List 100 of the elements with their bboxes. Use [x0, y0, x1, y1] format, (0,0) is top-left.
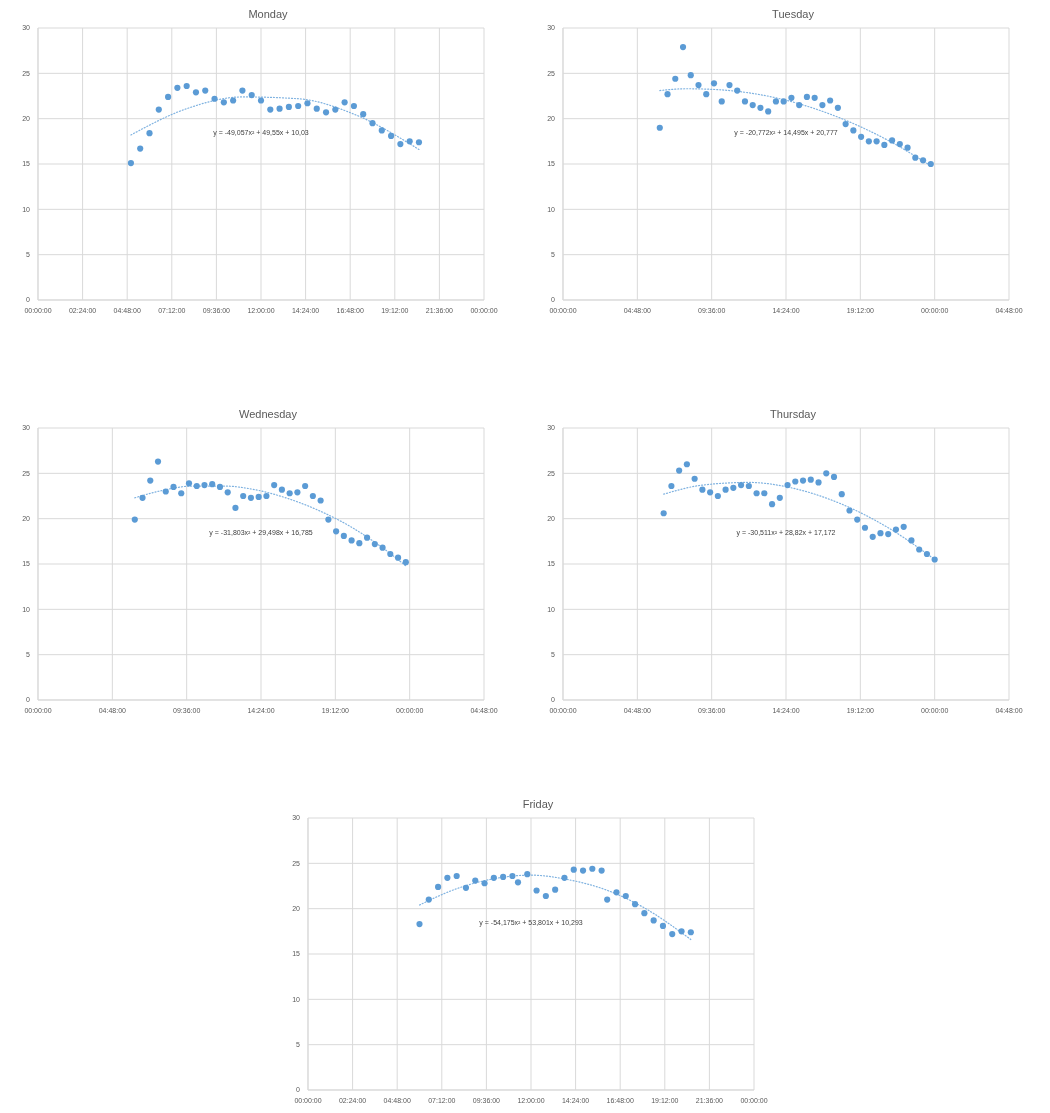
point: [827, 97, 834, 104]
point: [916, 546, 923, 553]
point: [765, 108, 772, 115]
point: [772, 98, 780, 105]
point: [240, 492, 247, 500]
point: [919, 157, 927, 164]
point: [803, 93, 810, 100]
point: [687, 929, 694, 936]
point: [842, 121, 849, 128]
point: [267, 106, 274, 113]
point: [807, 476, 814, 483]
point: [341, 99, 348, 106]
point: [788, 94, 795, 101]
point: [317, 497, 324, 504]
point: [285, 103, 292, 110]
chart-title: Thursday: [769, 408, 817, 422]
point: [332, 106, 339, 113]
point: [799, 477, 807, 484]
point: [815, 479, 822, 486]
point: [490, 874, 497, 881]
point: [209, 481, 216, 488]
point: [757, 104, 764, 111]
point: [912, 154, 919, 161]
point: [710, 80, 718, 87]
point: [378, 127, 385, 134]
point: [659, 922, 667, 929]
point: [850, 127, 857, 134]
point: [823, 470, 830, 477]
point: [202, 87, 209, 94]
point: [278, 486, 285, 493]
point: [162, 488, 169, 495]
point: [579, 867, 587, 874]
point: [650, 917, 657, 924]
point: [170, 483, 177, 491]
point: [904, 144, 911, 151]
point: [669, 930, 676, 938]
point: [613, 889, 620, 896]
point: [271, 482, 278, 489]
point: [854, 516, 861, 523]
point: [589, 865, 596, 872]
point: [295, 102, 302, 110]
point: [302, 482, 309, 490]
point: [676, 467, 683, 474]
point: [360, 111, 367, 118]
point: [768, 501, 776, 508]
point: [286, 490, 293, 497]
point: [873, 138, 880, 145]
point: [201, 482, 208, 489]
point: [784, 482, 791, 489]
point: [533, 887, 540, 894]
point: [877, 530, 884, 537]
point: [687, 72, 694, 79]
point: [819, 101, 826, 109]
point: [796, 101, 803, 109]
chart-title: Monday: [247, 8, 289, 22]
point: [247, 494, 255, 501]
point: [387, 550, 394, 558]
point: [908, 537, 915, 544]
point: [900, 523, 907, 530]
point: [524, 871, 531, 878]
point: [888, 137, 896, 144]
point: [881, 141, 888, 149]
point: [255, 493, 262, 500]
point: [761, 490, 768, 497]
point: [861, 524, 869, 531]
point: [402, 559, 409, 566]
point: [146, 130, 153, 137]
point: [834, 104, 841, 111]
point: [749, 101, 756, 109]
point: [257, 97, 265, 104]
point: [552, 886, 559, 893]
point: [707, 489, 714, 496]
point: [703, 91, 710, 98]
point: [561, 874, 568, 881]
point: [263, 492, 270, 500]
point: [340, 532, 347, 539]
point: [248, 92, 255, 99]
point: [691, 475, 698, 482]
point: [230, 97, 237, 104]
point: [294, 489, 301, 496]
point: [369, 120, 376, 127]
point: [415, 139, 423, 146]
point: [858, 133, 865, 140]
point: [139, 494, 146, 501]
point: [792, 478, 799, 485]
point: [598, 867, 605, 874]
point: [672, 75, 679, 82]
point: [356, 540, 363, 547]
point: [718, 98, 725, 105]
point: [224, 489, 231, 496]
point: [313, 105, 320, 112]
point: [472, 877, 479, 884]
point: [185, 480, 193, 487]
point: [481, 880, 488, 887]
point: [776, 494, 783, 501]
point: [896, 140, 903, 148]
point: [394, 554, 402, 561]
point: [155, 106, 162, 113]
point: [722, 486, 729, 493]
point: [178, 490, 185, 497]
